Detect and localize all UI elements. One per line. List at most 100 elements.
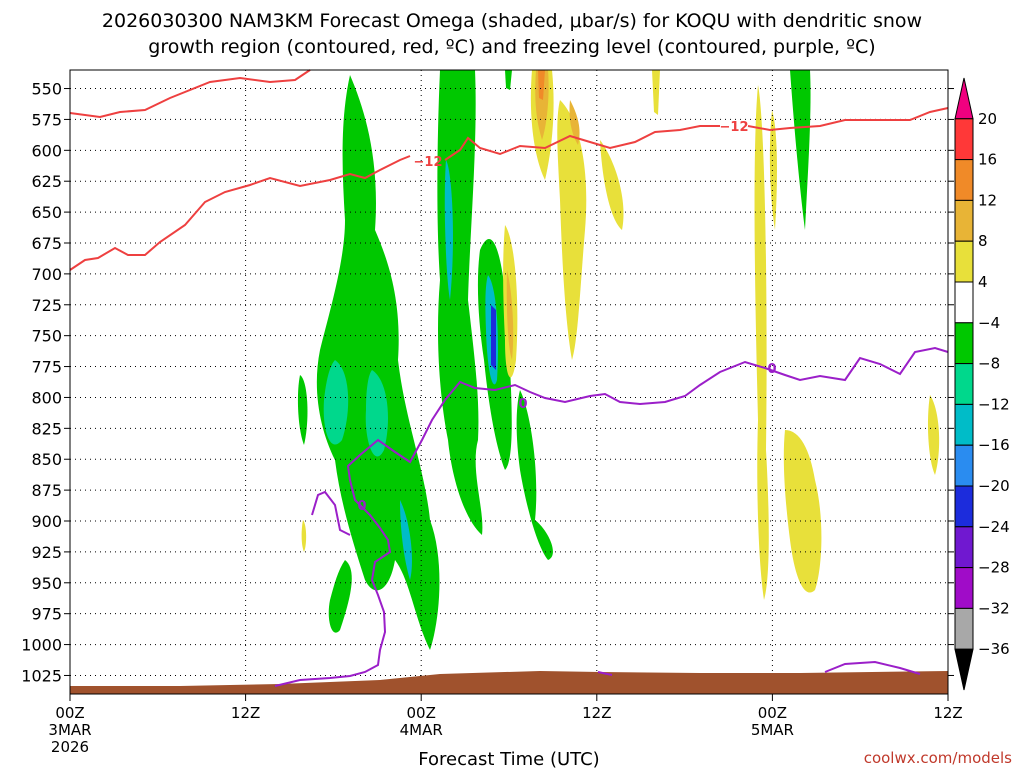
omega-blob-3 [365,370,388,457]
omega-blob-9 [444,160,453,300]
colorbar-segment-6 [954,322,974,365]
freezing-label-3: 0 [767,362,776,377]
x-tick-date-48: 5MAR [751,721,794,739]
x-tick-year-0: 2026 [51,738,89,756]
colorbar-label-1: 16 [978,151,997,169]
colorbar-segment-5 [954,281,974,324]
colorbar-segment-3 [954,199,974,242]
omega-shading [297,70,940,650]
chart-title-line2: growth region (contoured, red, ºC) and f… [148,36,875,58]
omega-blob-20 [569,100,580,145]
colorbar-label-10: −24 [978,518,1010,536]
colorbar-segment-2 [954,159,974,201]
dgz-contour-right [747,107,949,132]
omega-blob-15 [506,270,514,360]
omega-blob-11 [328,560,352,633]
colorbar-top-arrow [954,77,974,120]
omega-blob-4 [297,375,308,445]
colorbar-label-6: −8 [978,355,1000,373]
y-tick-label-625: 625 [31,172,62,191]
colorbar-bottom-arrow [954,648,974,691]
omega-blob-19 [557,100,587,360]
y-tick-label-975: 975 [31,605,62,624]
colorbar-segment-10 [954,485,974,528]
colorbar-label-4: 4 [978,273,988,291]
omega-blob-10 [516,390,553,560]
y-tick-label-725: 725 [31,296,62,315]
plot-frame [69,69,949,695]
omega-blob-24 [783,430,822,593]
colorbar-label-9: −20 [978,477,1010,495]
omega-blob-28 [400,500,412,580]
terrain-area [70,671,948,694]
freezing-label-1: 0 [357,499,366,514]
x-tick-label-0: 00Z [55,704,84,722]
dgz-contour-mid [444,125,720,161]
y-tick-label-550: 550 [31,80,62,99]
omega-blob-2 [323,360,349,445]
omega-blob-26 [927,395,940,475]
y-tick-label-700: 700 [31,265,62,284]
y-tick-label-875: 875 [31,481,62,500]
colorbar-label-3: 8 [978,232,988,250]
y-tick-label-600: 600 [31,141,62,160]
colorbar-segment-8 [954,403,974,446]
colorbar-segment-13 [954,607,974,650]
freezing-contour-loop [311,490,351,536]
dgz-label-2: −12 [720,120,749,135]
omega-blob-27 [301,520,307,552]
x-tick-label-12: 12Z [231,704,260,722]
colorbar-label-8: −16 [978,436,1010,454]
colorbar-segment-7 [954,363,974,405]
x-tick-label-36: 12Z [582,704,611,722]
colorbar-label-13: −36 [978,640,1010,658]
colorbar-label-0: 20 [978,110,997,128]
y-tick-label-850: 850 [31,450,62,469]
x-tick-label-24: 00Z [407,704,436,722]
colorbar-label-2: 12 [978,191,997,209]
freezing-contour [274,346,949,687]
colorbar-label-7: −12 [978,395,1010,413]
freezing-label-2: 0 [518,397,527,412]
colorbar-label-12: −32 [978,599,1010,617]
colorbar-label-5: −4 [978,314,1000,332]
y-tick-label-1025: 1025 [21,666,62,685]
dgz-label-1: −12 [414,155,443,170]
y-tick-label-900: 900 [31,512,62,531]
omega-blob-22 [652,70,660,115]
y-axis-ticks: 550 575 600 625 650 675 700 725 750 775 800 825 850 8… [21,80,954,685]
omega-blob-17 [535,70,549,140]
y-tick-label-575: 575 [31,110,62,129]
omega-blob-25 [769,110,777,230]
freezing-contour-surface [824,660,921,675]
y-tick-label-800: 800 [31,388,62,407]
y-tick-label-775: 775 [31,358,62,377]
x-tick-date-0: 3MAR [48,721,91,739]
y-tick-label-1000: 1000 [21,636,62,655]
credit-text: coolwx.com/models [864,749,1012,767]
omega-blob-21 [600,140,624,230]
terrain-fill [70,671,948,694]
y-tick-label-925: 925 [31,543,62,562]
y-tick-label-950: 950 [31,574,62,593]
y-tick-label-750: 750 [31,327,62,346]
x-axis-title: Forecast Time (UTC) [418,749,599,768]
chart-title-line1: 2026030300 NAM3KM Forecast Omega (shaded… [102,10,922,32]
colorbar-segment-1 [954,118,974,161]
y-tick-label-825: 825 [31,419,62,438]
colorbar: 20 16 12 8 4 −4 −8 −12 −16 −20 −24 −28 −32 −36 [954,77,1010,691]
omega-blob-1 [316,75,440,650]
y-tick-label-650: 650 [31,203,62,222]
grid-lines [70,70,948,694]
colorbar-segment-9 [954,444,974,487]
colorbar-label-11: −28 [978,559,1010,577]
dgz-contour-lower [69,155,411,271]
colorbar-segment-12 [954,567,974,609]
contour-lines: −12 −12 0 0 0 [69,69,949,687]
y-tick-label-675: 675 [31,234,62,253]
omega-blob-13 [505,70,512,90]
colorbar-segment-11 [954,526,974,569]
plot-area: −12 −12 0 0 0 [69,69,949,695]
